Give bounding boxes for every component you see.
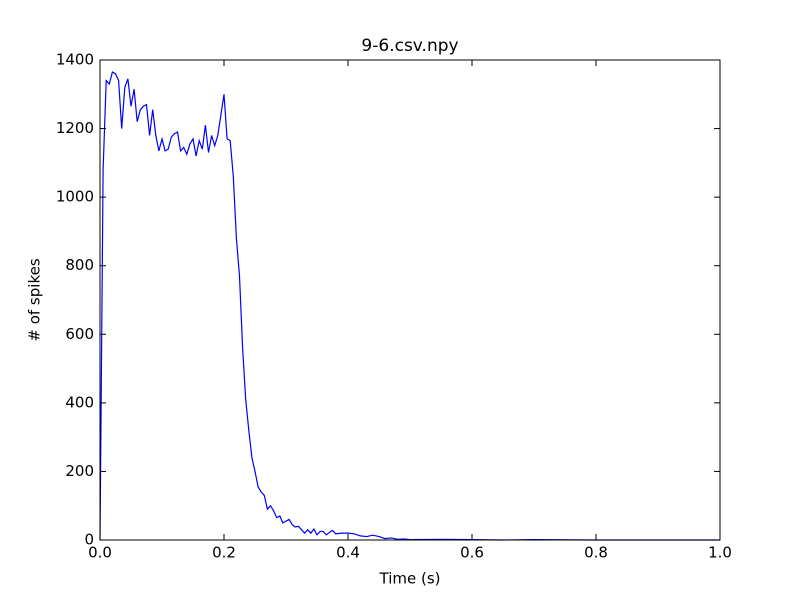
y-tick-label: 1200: [56, 119, 94, 137]
y-tick-label: 400: [65, 393, 94, 411]
y-tick-label: 600: [65, 325, 94, 343]
y-tick-label: 1400: [56, 51, 94, 69]
data-line: [99, 71, 720, 541]
x-tick-label: 1.0: [708, 544, 732, 562]
x-tick-label: 0.6: [460, 544, 484, 562]
x-tick-label: 0.8: [584, 544, 608, 562]
x-tick-label: 0.2: [212, 544, 236, 562]
plot-frame: [99, 59, 721, 541]
y-tick-label: 200: [65, 462, 94, 480]
chart-title: 9-6.csv.npy: [361, 36, 458, 56]
x-tick-label: 0.4: [336, 544, 360, 562]
y-axis-label: # of spikes: [26, 258, 44, 341]
y-tick-label: 0: [84, 531, 94, 549]
x-tick-label: 0.0: [88, 544, 112, 562]
x-axis-label: Time (s): [379, 570, 441, 588]
y-tick-label: 1000: [56, 188, 94, 206]
y-tick-label: 800: [65, 256, 94, 274]
